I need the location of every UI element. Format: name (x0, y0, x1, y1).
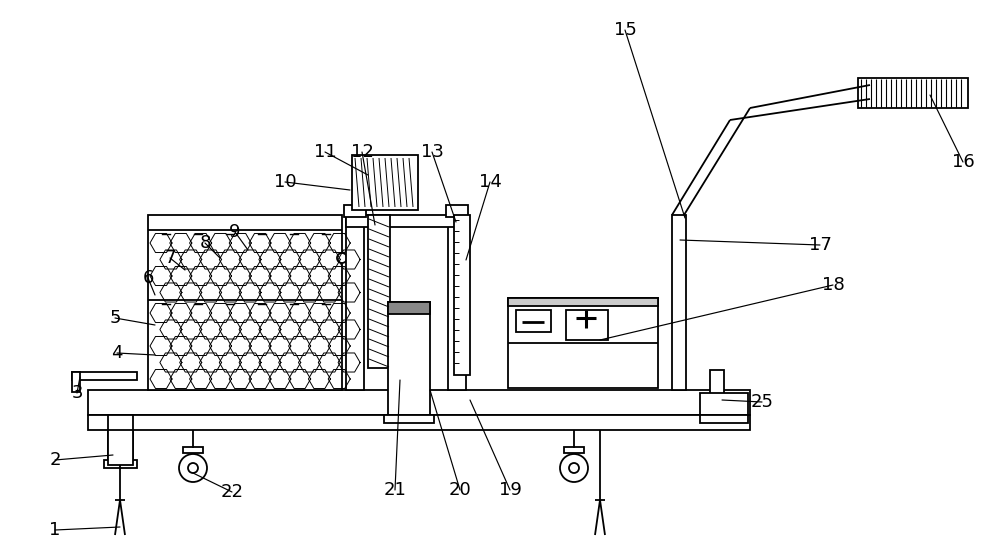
Bar (448, 215, 466, 390)
Text: 5: 5 (109, 309, 121, 327)
Bar (672, 215, 686, 390)
Text: 18: 18 (822, 276, 844, 294)
Bar (72, 372, 80, 392)
Bar (710, 370, 724, 415)
Text: 20: 20 (449, 481, 471, 499)
Text: 6: 6 (142, 269, 154, 287)
Bar (516, 310, 551, 332)
Text: 1: 1 (49, 521, 61, 539)
Bar (346, 215, 466, 227)
Bar (388, 302, 430, 314)
Text: 3: 3 (71, 384, 83, 402)
Text: 7: 7 (164, 249, 176, 267)
Bar (388, 302, 430, 415)
Text: 11: 11 (314, 143, 336, 161)
Text: 9: 9 (229, 223, 241, 241)
Circle shape (188, 463, 198, 473)
Bar (368, 215, 390, 368)
Bar (454, 215, 470, 375)
Bar (108, 430, 133, 465)
Text: 2: 2 (49, 451, 61, 469)
Text: 10: 10 (274, 173, 296, 191)
Text: 13: 13 (421, 143, 443, 161)
Bar (700, 393, 748, 415)
Circle shape (569, 463, 579, 473)
Text: 12: 12 (351, 143, 373, 161)
Bar (564, 447, 584, 453)
Bar (148, 215, 342, 390)
Bar (88, 415, 750, 430)
Circle shape (337, 253, 347, 263)
Bar (183, 447, 203, 453)
Bar (508, 298, 658, 306)
Bar (108, 415, 133, 465)
Text: 22: 22 (220, 483, 244, 501)
Text: 15: 15 (614, 21, 636, 39)
Text: 16: 16 (952, 153, 974, 171)
Bar (446, 205, 468, 217)
Bar (346, 215, 364, 390)
Text: 17: 17 (809, 236, 831, 254)
Circle shape (179, 454, 207, 482)
Bar (384, 415, 434, 423)
Bar (88, 390, 750, 415)
Bar (344, 205, 366, 217)
Text: 19: 19 (499, 481, 521, 499)
Bar (858, 78, 968, 108)
Text: 4: 4 (111, 344, 123, 362)
Circle shape (560, 454, 588, 482)
Text: 8: 8 (199, 234, 211, 252)
Bar (566, 310, 608, 340)
Bar (700, 415, 748, 423)
Bar (352, 155, 418, 210)
Text: 21: 21 (384, 481, 406, 499)
Text: 25: 25 (750, 393, 774, 411)
Bar (72, 372, 137, 380)
Bar (104, 460, 137, 468)
Text: 14: 14 (479, 173, 501, 191)
Bar (508, 298, 658, 388)
